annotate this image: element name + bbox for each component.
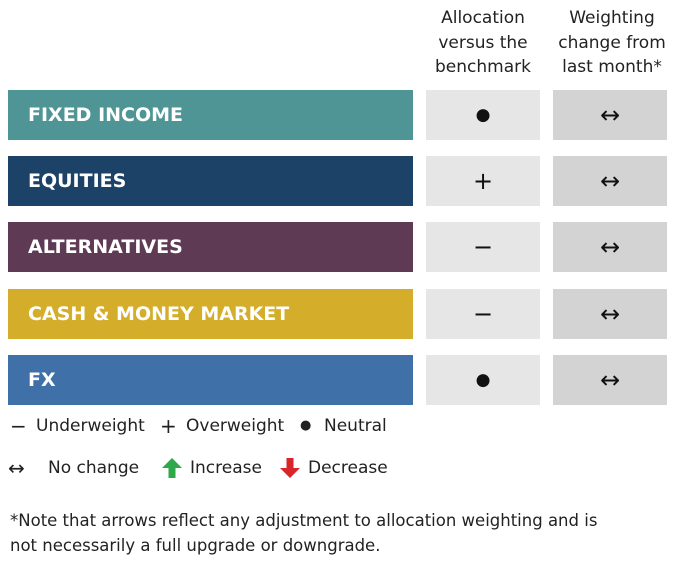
- row-label: EQUITIES: [8, 156, 413, 206]
- header-change: last month*: [562, 57, 662, 77]
- increase-icon: [162, 458, 182, 478]
- change-cell: ↔: [553, 222, 667, 272]
- header-allocation: benchmark: [435, 57, 531, 77]
- header-allocation: versus the: [438, 32, 528, 53]
- row-label: CASH & MONEY MARKET: [8, 289, 413, 339]
- row-label: ALTERNATIVES: [8, 222, 413, 272]
- allocation-cell: ●: [426, 355, 540, 405]
- allocation-cell: −: [426, 222, 540, 272]
- change-cell: ↔: [553, 90, 667, 140]
- legend-symbol: ↔: [8, 456, 25, 480]
- allocation-cell: ●: [426, 90, 540, 140]
- change-cell: ↔: [553, 156, 667, 206]
- legend-label: Increase: [190, 458, 262, 478]
- legend-symbol: ●: [300, 418, 312, 433]
- allocation-cell: +: [426, 156, 540, 206]
- note: not necessarily a full upgrade or downgr…: [10, 536, 381, 555]
- row-label: FX: [8, 355, 413, 405]
- allocation-cell: −: [426, 289, 540, 339]
- legend-symbol: −: [10, 414, 27, 438]
- legend-symbol: +: [160, 414, 177, 438]
- header-allocation: Allocation: [441, 8, 525, 28]
- legend-label: Overweight: [186, 416, 285, 436]
- decrease-icon: [280, 458, 300, 478]
- legend-label: Underweight: [36, 416, 145, 436]
- row-label: FIXED INCOME: [8, 90, 413, 140]
- header-change: change from: [558, 32, 666, 53]
- legend-label: No change: [48, 458, 140, 478]
- note: *Note that arrows reflect any adjustment…: [10, 511, 598, 530]
- change-cell: ↔: [553, 289, 667, 339]
- change-cell: ↔: [553, 355, 667, 405]
- header-change: Weighting: [569, 8, 655, 28]
- legend-label: Neutral: [324, 416, 387, 436]
- legend-label: Decrease: [308, 458, 388, 478]
